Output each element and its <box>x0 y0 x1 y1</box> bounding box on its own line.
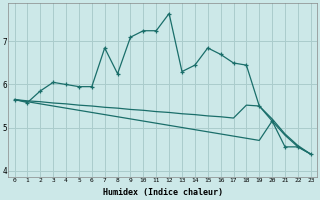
X-axis label: Humidex (Indice chaleur): Humidex (Indice chaleur) <box>103 188 223 197</box>
